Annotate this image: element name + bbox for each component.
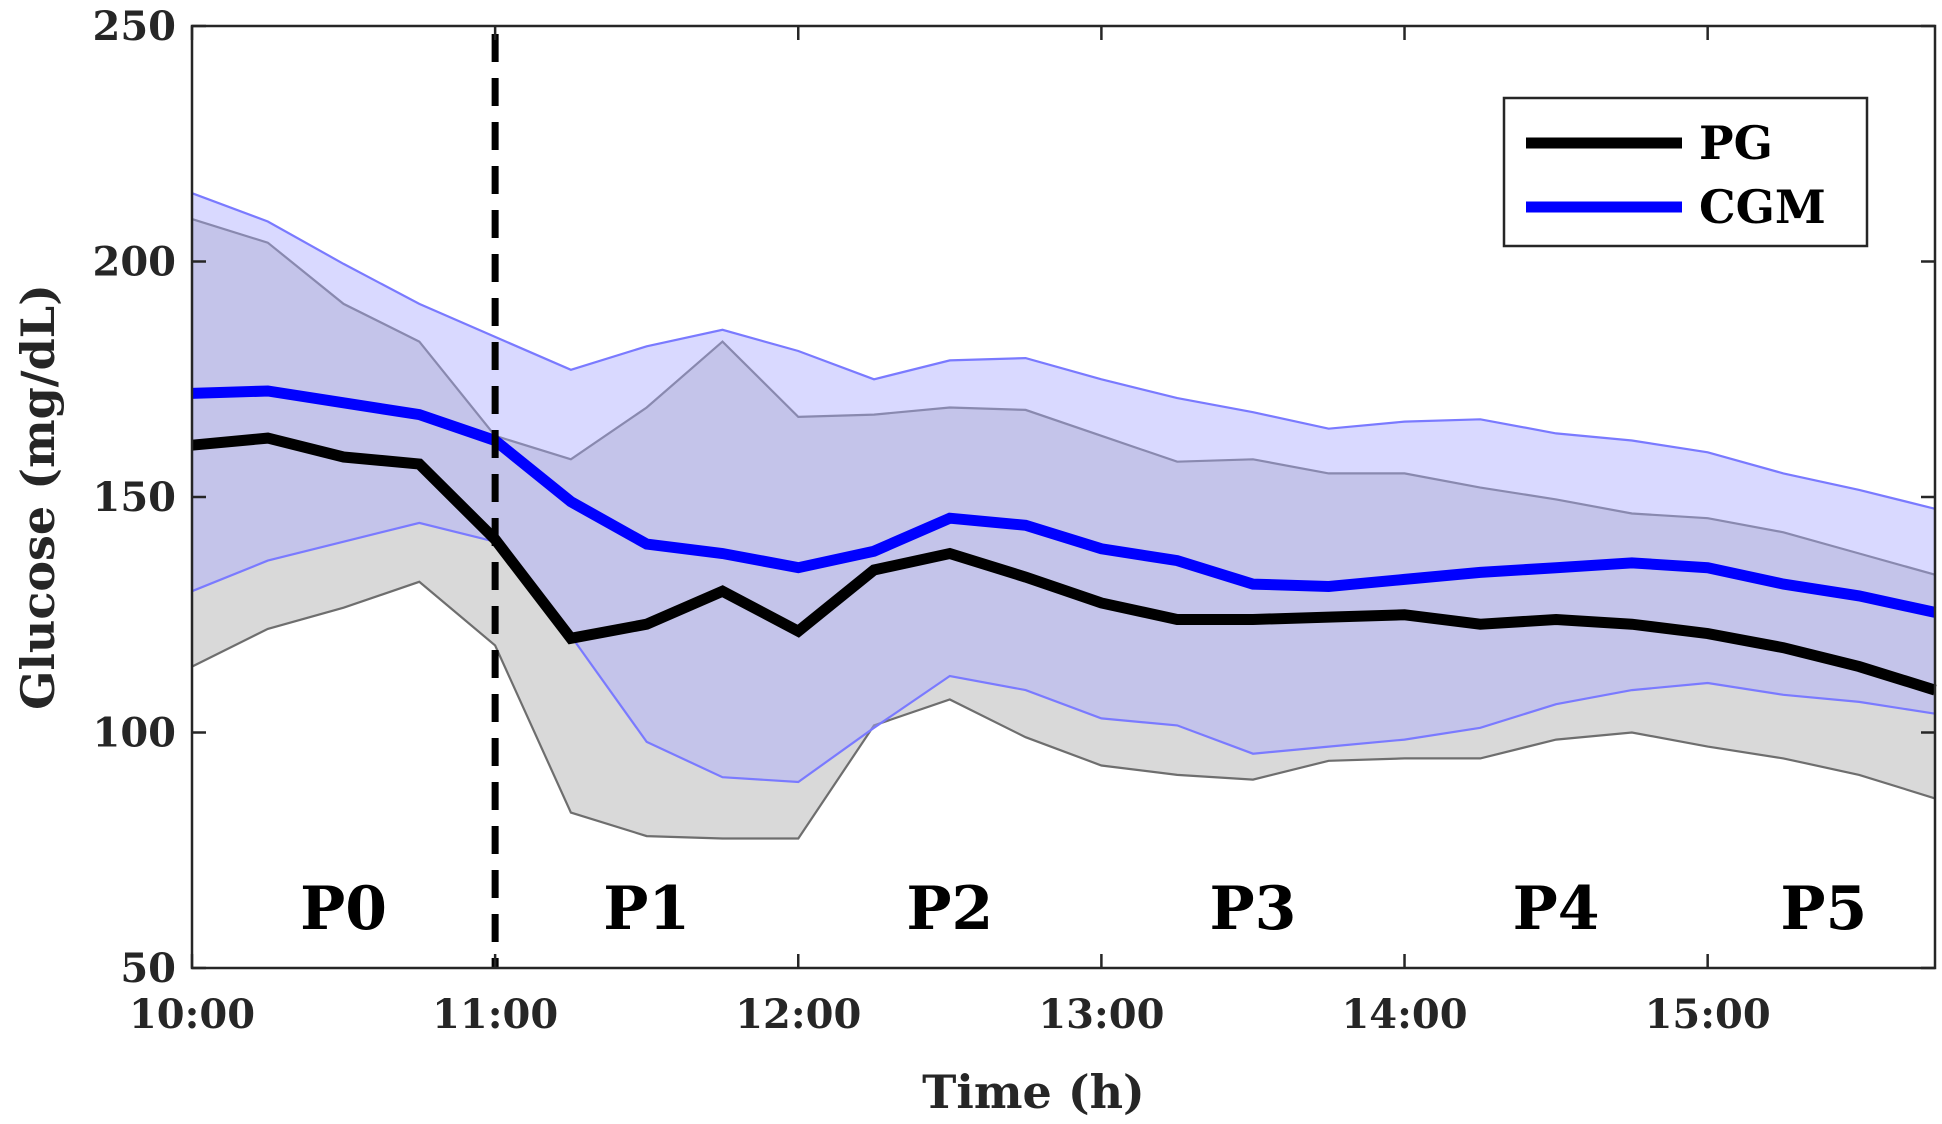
point-pg-9 <box>871 567 877 573</box>
point-cgm-17 <box>1477 569 1483 575</box>
series-line-pg <box>191 432 1937 696</box>
band-upper-edge-cgm <box>191 192 1936 510</box>
point-pg-18 <box>1553 616 1559 622</box>
point-cgm-3 <box>416 412 422 418</box>
point-cgm-11 <box>1023 522 1029 528</box>
point-cgm-13 <box>1174 558 1180 564</box>
point-cgm-9 <box>871 548 877 554</box>
point-pg-20 <box>1705 631 1711 637</box>
legend-label-cgm: CGM <box>1699 180 1826 234</box>
point-cgm-15 <box>1326 583 1332 589</box>
point-cgm-22 <box>1856 593 1862 599</box>
legend-box <box>1502 96 1869 248</box>
y-tick-label: 200 <box>93 239 177 286</box>
point-cgm-10 <box>947 515 953 521</box>
point-pg-11 <box>1023 574 1029 580</box>
x-tick-label: 13:00 <box>1038 991 1164 1038</box>
confidence-bands <box>191 192 1936 840</box>
band-pg <box>192 219 1935 839</box>
point-pg-12 <box>1098 600 1104 606</box>
point-cgm-7 <box>719 551 725 557</box>
x-tick-label: 10:00 <box>129 991 255 1038</box>
period-label-p2: P2 <box>906 874 993 944</box>
y-tick-label: 100 <box>93 710 177 757</box>
x-tick-label: 12:00 <box>735 991 861 1038</box>
point-cgm-12 <box>1098 546 1104 552</box>
y-axis-title: Glucose (mg/dL) <box>11 284 65 710</box>
y-tick-label: 250 <box>93 3 177 50</box>
point-cgm-21 <box>1780 581 1786 587</box>
point-pg-17 <box>1477 621 1483 627</box>
point-pg-2 <box>341 454 347 460</box>
point-cgm-8 <box>795 565 801 571</box>
point-pg-21 <box>1780 645 1786 651</box>
band-cgm <box>192 193 1935 782</box>
period-label-p4: P4 <box>1513 874 1600 944</box>
y-tick-label: 150 <box>93 474 177 521</box>
point-pg-13 <box>1174 616 1180 622</box>
period-labels: P0 P1 P2 P3 P4 P5 <box>300 874 1867 944</box>
point-pg-6 <box>644 621 650 627</box>
period-label-p0: P0 <box>300 874 387 944</box>
point-pg-7 <box>719 588 725 594</box>
point-pg-15 <box>1326 614 1332 620</box>
point-pg-19 <box>1629 621 1635 627</box>
x-tick-label: 14:00 <box>1341 991 1467 1038</box>
point-cgm-1 <box>265 388 271 394</box>
series-line-cgm <box>191 385 1937 618</box>
point-cgm-16 <box>1402 576 1408 582</box>
point-pg-22 <box>1856 664 1862 670</box>
axes: 10:00 11:00 12:00 13:00 14:00 15:00 50 100 150 20… <box>11 3 1937 1119</box>
point-cgm-14 <box>1250 581 1256 587</box>
point-cgm-18 <box>1553 565 1559 571</box>
legend: PG CGM <box>1502 96 1869 248</box>
point-pg-10 <box>947 551 953 557</box>
period-label-p1: P1 <box>603 874 690 944</box>
period-label-p3: P3 <box>1210 874 1297 944</box>
point-pg-14 <box>1250 616 1256 622</box>
point-cgm-5 <box>568 499 574 505</box>
x-tick-label: 15:00 <box>1645 991 1771 1038</box>
point-pg-3 <box>416 461 422 467</box>
series-lines <box>191 385 1937 696</box>
legend-label-pg: PG <box>1699 116 1773 170</box>
period-label-p5: P5 <box>1780 874 1867 944</box>
point-pg-8 <box>795 628 801 634</box>
point-pg-1 <box>265 435 271 441</box>
band-lower-edge-cgm <box>191 521 1936 784</box>
point-cgm-20 <box>1705 565 1711 571</box>
x-tick-label: 11:00 <box>432 991 558 1038</box>
y-tick-label: 50 <box>120 945 176 992</box>
point-cgm-6 <box>644 541 650 547</box>
point-cgm-2 <box>341 400 347 406</box>
x-axis-title: Time (h) <box>922 1065 1145 1119</box>
point-cgm-19 <box>1629 560 1635 566</box>
band-lower-edge-pg <box>191 580 1936 840</box>
band-upper-edge-pg <box>191 218 1936 576</box>
point-pg-5 <box>568 635 574 641</box>
point-pg-16 <box>1402 612 1408 618</box>
